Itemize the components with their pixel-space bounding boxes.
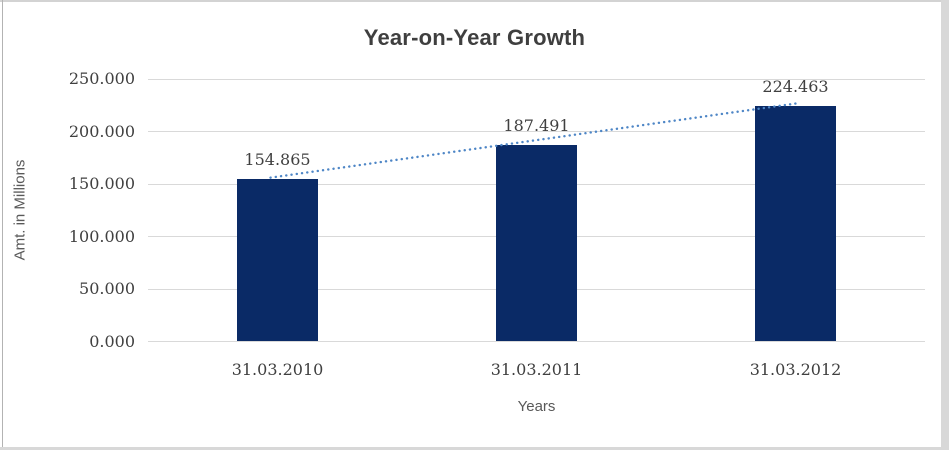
bar-31.03.2012 <box>755 105 836 342</box>
bar-31.03.2011 <box>496 144 577 342</box>
y-tick-label: 200.000 <box>68 121 135 141</box>
y-tick-label: 0.000 <box>89 331 135 351</box>
x-tick-label: 31.03.2011 <box>490 359 583 379</box>
chart-title: Year-on-Year Growth <box>363 25 586 50</box>
frame-top-border <box>0 0 949 2</box>
y-axis-title: Amt. in Millions <box>11 159 29 261</box>
frame-left-border <box>2 0 3 450</box>
y-tick-label: 50.000 <box>79 279 135 298</box>
y-tick-label: 100.000 <box>68 226 135 246</box>
frame-right-border <box>941 0 949 450</box>
y-tick-label: 150.000 <box>68 174 135 193</box>
y-tick-label: 250.000 <box>68 69 135 88</box>
gridline <box>148 78 925 80</box>
frame-bottom-border <box>0 447 949 450</box>
x-tick-label: 31.03.2012 <box>749 359 842 379</box>
x-tick-label: 31.03.2010 <box>231 359 324 379</box>
bar-31.03.2010 <box>237 178 318 342</box>
gridline <box>148 341 925 342</box>
x-axis-title: Years <box>517 398 556 415</box>
bar-value-label: 154.865 <box>244 149 311 169</box>
bar-value-label: 187.491 <box>503 115 570 135</box>
bar-value-label: 224.463 <box>762 76 829 96</box>
